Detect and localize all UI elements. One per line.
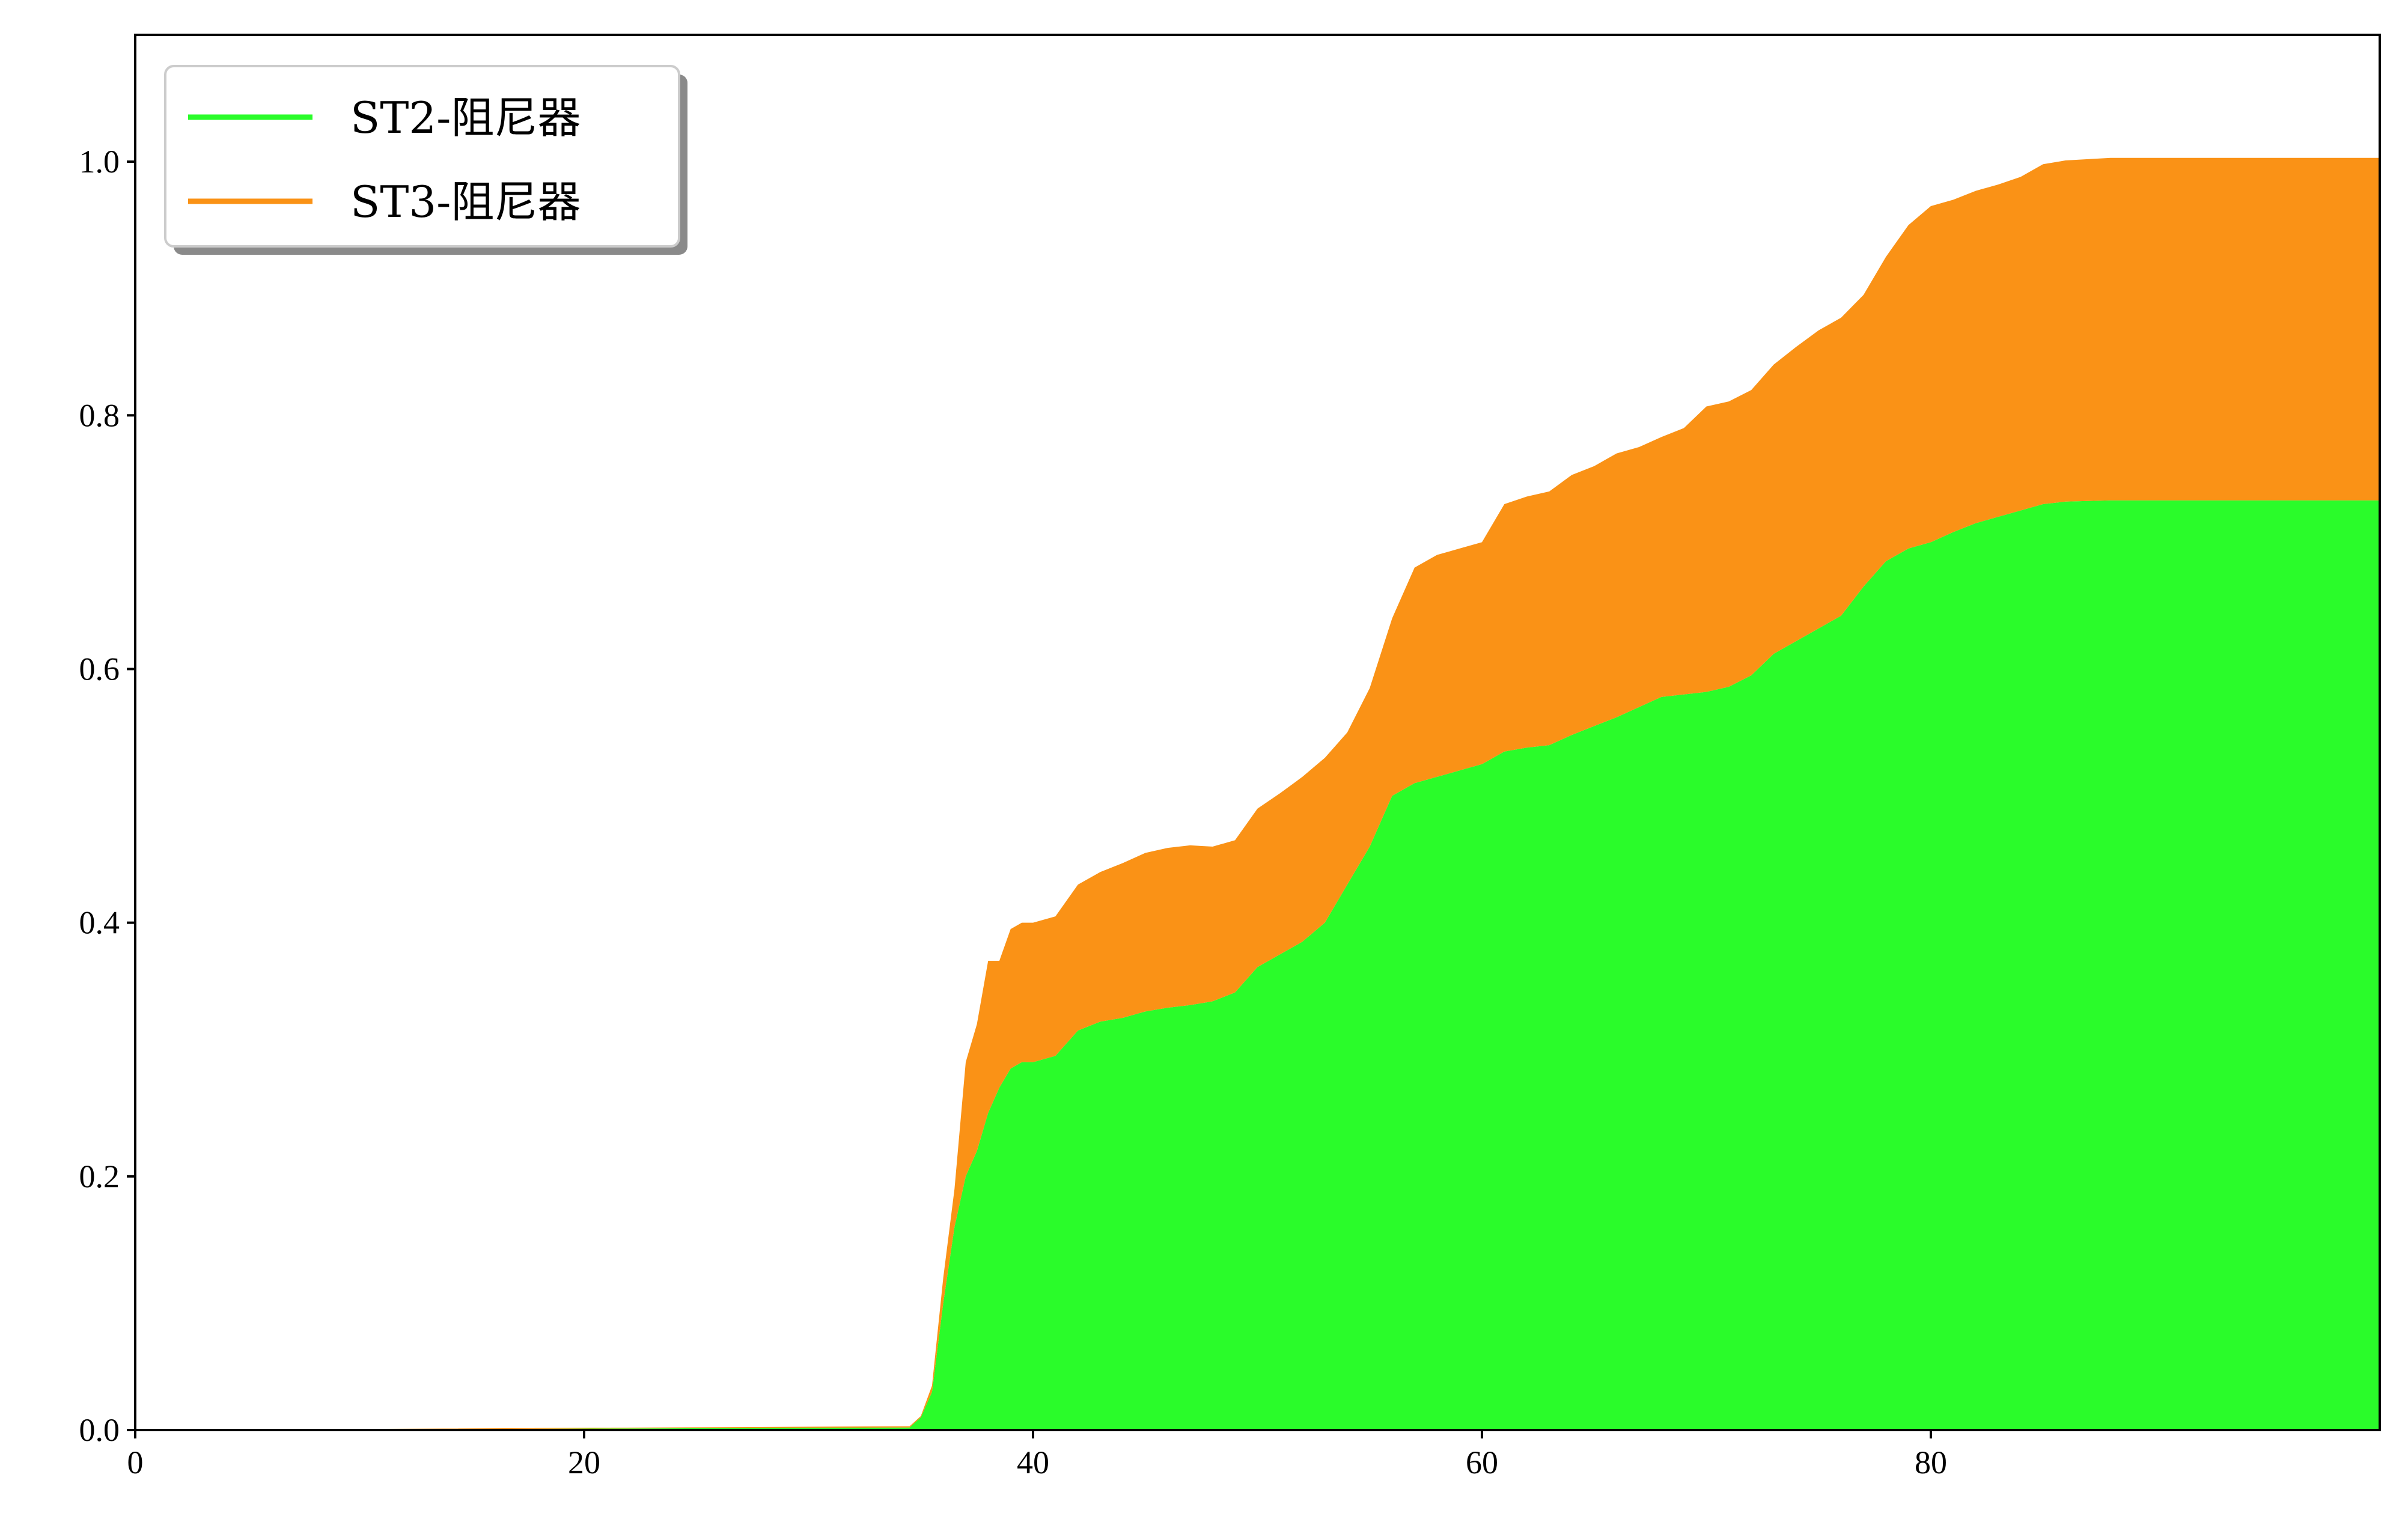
- y-tick-label: 1.0: [79, 144, 120, 180]
- series-area-2: [135, 157, 2380, 1430]
- x-tick-label: 40: [1017, 1444, 1049, 1481]
- axes: 0 20 40 60 80 0.0 0.2 0.4 0.6 0.8 1.0: [79, 34, 2381, 1481]
- y-tick-label: 0.6: [79, 651, 120, 687]
- axes-frame: [134, 34, 2381, 1431]
- legend: ST2-阻尼器 ST3-阻尼器: [164, 65, 687, 255]
- x-tick-label: 60: [1466, 1444, 1498, 1481]
- legend-label-1: ST2-阻尼器: [350, 93, 581, 143]
- y-tick-label: 0.4: [79, 905, 120, 941]
- x-tick-label: 20: [568, 1444, 600, 1481]
- y-tick-label: 0.8: [79, 397, 120, 433]
- y-tick-label: 0.0: [79, 1412, 120, 1448]
- series-area-1: [135, 500, 2380, 1431]
- y-tick-label: 0.2: [79, 1158, 120, 1195]
- x-tick-label: 80: [1915, 1444, 1947, 1481]
- plot-area: [135, 157, 2380, 1431]
- legend-label-2: ST3-阻尼器: [350, 177, 581, 227]
- x-tick-label: 0: [127, 1444, 144, 1481]
